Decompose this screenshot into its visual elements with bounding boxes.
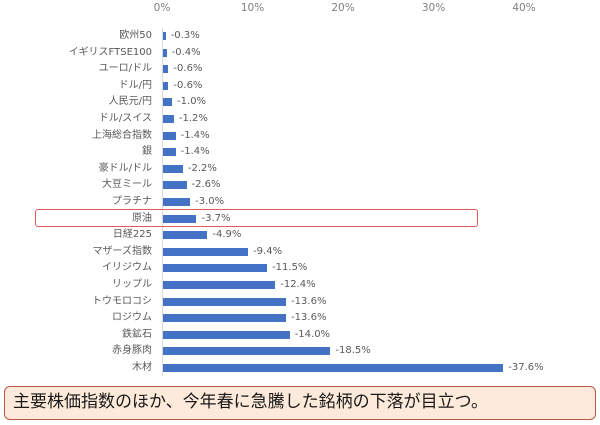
category-label: 日経225 [112, 229, 152, 241]
value-label: -1.4% [180, 146, 210, 158]
category-label: ユーロ/ドル [98, 63, 152, 75]
category-label: マザーズ指数 [92, 245, 153, 257]
value-label: -0.4% [171, 46, 201, 58]
category-label: 銀 [142, 146, 152, 158]
y-axis-line [162, 28, 163, 376]
value-label: -0.6% [173, 63, 203, 75]
category-label: 鉄鉱石 [122, 328, 152, 340]
bar [163, 281, 276, 289]
category-label: リップル [112, 279, 152, 290]
bar-row: 赤身豚肉 -18.5% [0, 343, 600, 359]
bar [163, 330, 290, 339]
value-label: -11.5% [272, 262, 308, 274]
value-label: -14.0% [294, 328, 331, 340]
bar [163, 65, 169, 74]
bar-row: ユーロ/ドル -0.6% [0, 61, 600, 77]
bar [163, 32, 166, 40]
category-label: イリジウム [102, 262, 152, 274]
bar-row: 欧州50 -0.3% [0, 28, 600, 44]
bar-row: 日経225 -4.9% [0, 227, 600, 243]
value-label: -2.2% [187, 162, 217, 174]
category-label: ドル/スイス [98, 113, 152, 124]
bar-row: 豪ドル/ドル -2.2% [0, 161, 600, 177]
bar [163, 148, 176, 157]
bar-row: 上海総合指数 -1.4% [0, 128, 600, 144]
bar-row: トウモロコシ -13.6% [0, 294, 600, 310]
category-label: 人民元/円 [108, 96, 152, 108]
category-label: ドル/円 [118, 79, 152, 91]
bar-row: 人民元/円 -1.0% [0, 94, 600, 110]
category-label: 赤身豚肉 [112, 345, 152, 357]
bar [163, 98, 173, 107]
bar-row: イリジウム -11.5% [0, 260, 600, 276]
bar [163, 81, 169, 90]
category-label: 上海総合指数 [92, 129, 152, 141]
bar [163, 364, 504, 372]
bar [163, 48, 167, 57]
bar-row: ロジウム -13.6% [0, 310, 600, 326]
value-label: -3.0% [195, 196, 225, 207]
value-label: -0.3% [170, 30, 200, 41]
value-label: -12.4% [280, 279, 316, 290]
category-label: 木材 [132, 362, 152, 373]
summary-callout: 主要株価指数のほか、今年春に急騰した銘柄の下落が目立つ。 [4, 386, 596, 420]
bar-row: 大豆ミール -2.6% [0, 177, 600, 193]
bar [163, 247, 249, 256]
bar [163, 164, 183, 173]
category-label: イギリスFTSE100 [68, 46, 152, 58]
bar [163, 181, 187, 190]
bar [163, 231, 208, 240]
bar-row: イギリスFTSE100 -0.4% [0, 45, 600, 61]
callout-text: 主要株価指数のほか、今年春に急騰した銘柄の下落が目立つ。 [13, 392, 488, 412]
bar [163, 297, 287, 306]
value-label: -4.9% [212, 229, 242, 241]
bar-row: ドル/スイス -1.2% [0, 111, 600, 127]
bar-row: リップル -12.4% [0, 277, 600, 293]
category-label: プラチナ [112, 196, 152, 207]
bar-row: 鉄鉱石 -14.0% [0, 327, 600, 343]
bar-row: 木材 -37.6% [0, 360, 600, 376]
bar [163, 314, 287, 323]
bar-row: 原油 -3.7% [0, 211, 600, 227]
value-label: -13.6% [291, 312, 327, 324]
value-label: -37.6% [508, 362, 544, 373]
x-tick-label: 40% [512, 2, 536, 14]
bar-row: マザーズ指数 -9.4% [0, 244, 600, 260]
bar [163, 198, 191, 206]
category-label: 欧州50 [119, 30, 152, 41]
bar [163, 115, 174, 123]
category-label: トウモロコシ [92, 295, 152, 307]
bar-row: 銀 -1.4% [0, 144, 600, 160]
value-label: -2.6% [191, 179, 221, 191]
value-label: -1.2% [178, 113, 208, 124]
value-label: -9.4% [253, 245, 283, 257]
x-tick-label: 30% [421, 2, 446, 14]
category-label: 豪ドル/ドル [98, 162, 152, 174]
category-label: 大豆ミール [102, 179, 152, 191]
bar [163, 131, 176, 140]
x-tick-label: 0% [153, 2, 171, 14]
category-label: ロジウム [112, 312, 152, 324]
value-label: -3.7% [201, 212, 231, 224]
bar [163, 264, 268, 273]
value-label: -18.5% [335, 345, 371, 357]
bar-row: プラチナ -3.0% [0, 194, 600, 210]
value-label: -1.0% [177, 96, 207, 108]
x-tick-label: 10% [240, 2, 265, 14]
bar-row: ドル/円 -0.6% [0, 78, 600, 94]
x-tick-label: 20% [331, 2, 355, 14]
bar [163, 347, 331, 356]
value-label: -1.4% [180, 129, 210, 141]
bar-chart: 0% 10% 20% 30% 40% 欧州50 -0.3% イギリスFTSE100 -0.4%… [0, 2, 600, 376]
value-label: -13.6% [291, 295, 327, 307]
highlight-box-crude-oil [35, 209, 478, 227]
bar [163, 214, 197, 223]
value-label: -0.6% [173, 79, 203, 91]
category-label: 原油 [132, 212, 152, 224]
